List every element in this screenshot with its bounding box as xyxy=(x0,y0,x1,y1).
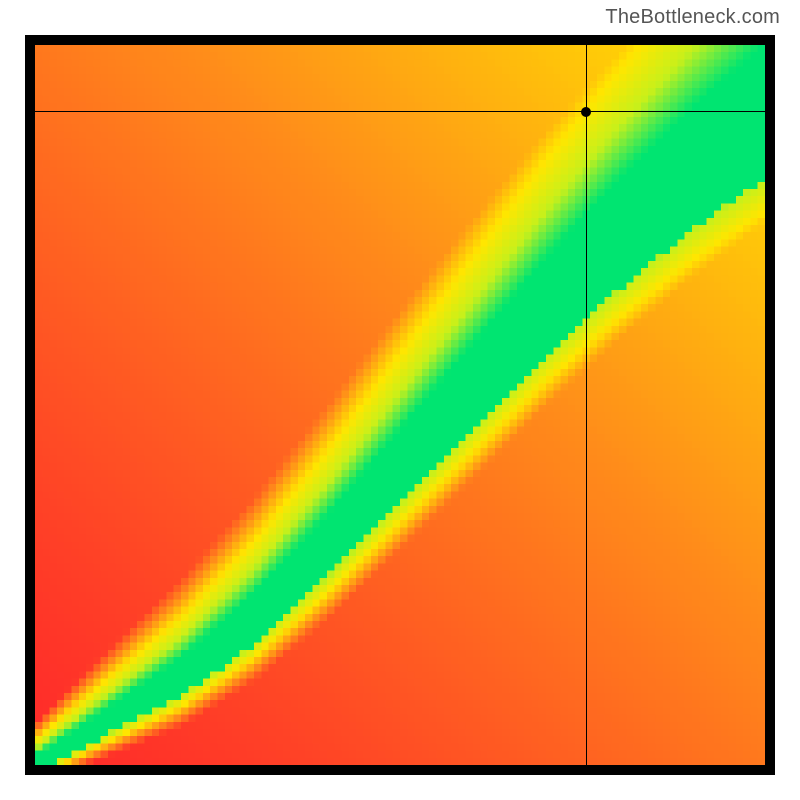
plot-frame xyxy=(25,35,775,775)
heatmap-canvas xyxy=(35,45,765,765)
chart-container: TheBottleneck.com xyxy=(0,0,800,800)
crosshair-marker xyxy=(581,107,591,117)
crosshair-vertical xyxy=(586,45,587,765)
watermark-text: TheBottleneck.com xyxy=(605,6,780,29)
crosshair-horizontal xyxy=(35,111,765,112)
